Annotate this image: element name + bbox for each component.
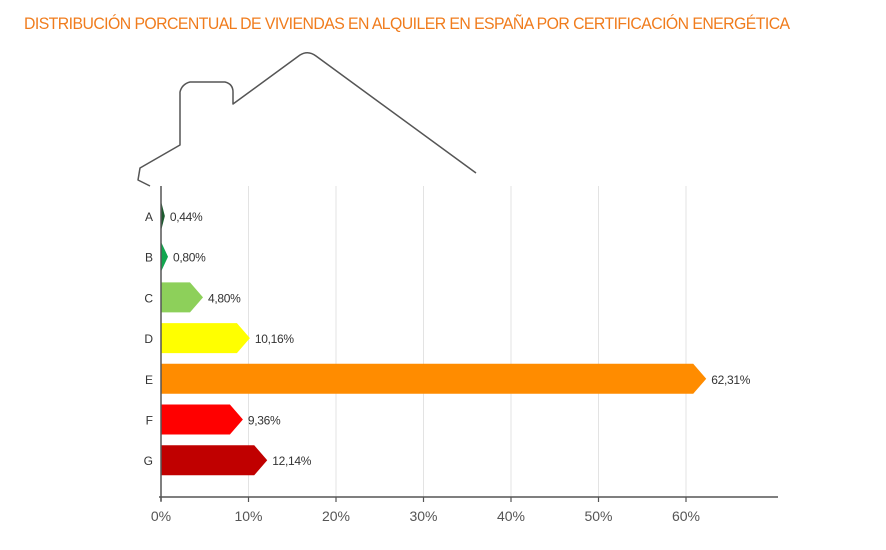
x-tick-label-6: 60% bbox=[672, 508, 700, 524]
category-label-C: C bbox=[144, 291, 153, 305]
category-label-E: E bbox=[145, 373, 153, 387]
value-label-B: 0,80% bbox=[173, 251, 206, 265]
value-label-A: 0,44% bbox=[170, 210, 203, 224]
axes: 0% 10% 20% 30% 40% 50% 60% bbox=[151, 186, 778, 524]
category-label-D: D bbox=[144, 332, 153, 346]
x-tick-label-5: 50% bbox=[584, 508, 612, 524]
category-label-F: F bbox=[146, 414, 153, 428]
chart-title: DISTRIBUCIÓN PORCENTUAL DE VIVIENDAS EN … bbox=[24, 14, 790, 33]
bar-B bbox=[161, 241, 168, 272]
bar-C bbox=[161, 282, 203, 313]
category-label-A: A bbox=[145, 210, 153, 224]
value-label-D: 10,16% bbox=[255, 332, 295, 346]
value-label-E: 62,31% bbox=[711, 373, 751, 387]
value-label-G: 12,14% bbox=[272, 454, 312, 468]
value-label-C: 4,80% bbox=[208, 291, 241, 305]
x-tick-label-1: 10% bbox=[234, 508, 262, 524]
bar-D bbox=[161, 323, 250, 354]
house-outline bbox=[137, 52, 477, 187]
x-tick-label-2: 20% bbox=[322, 508, 350, 524]
value-label-F: 9,36% bbox=[248, 414, 281, 428]
x-tick-label-4: 40% bbox=[497, 508, 525, 524]
grid-lines bbox=[248, 186, 687, 497]
x-tick-label-0: 0% bbox=[151, 508, 171, 524]
bar-A bbox=[161, 201, 165, 231]
bars: A 0,44% B 0,80% C 4,80% D 10,16% E 62,31% F 9,36% G 1… bbox=[144, 201, 751, 476]
category-label-G: G bbox=[144, 454, 153, 468]
bar-F bbox=[161, 404, 243, 435]
x-tick-label-3: 30% bbox=[409, 508, 437, 524]
bar-E bbox=[161, 363, 707, 394]
bar-G bbox=[161, 445, 268, 476]
category-label-B: B bbox=[145, 251, 153, 265]
